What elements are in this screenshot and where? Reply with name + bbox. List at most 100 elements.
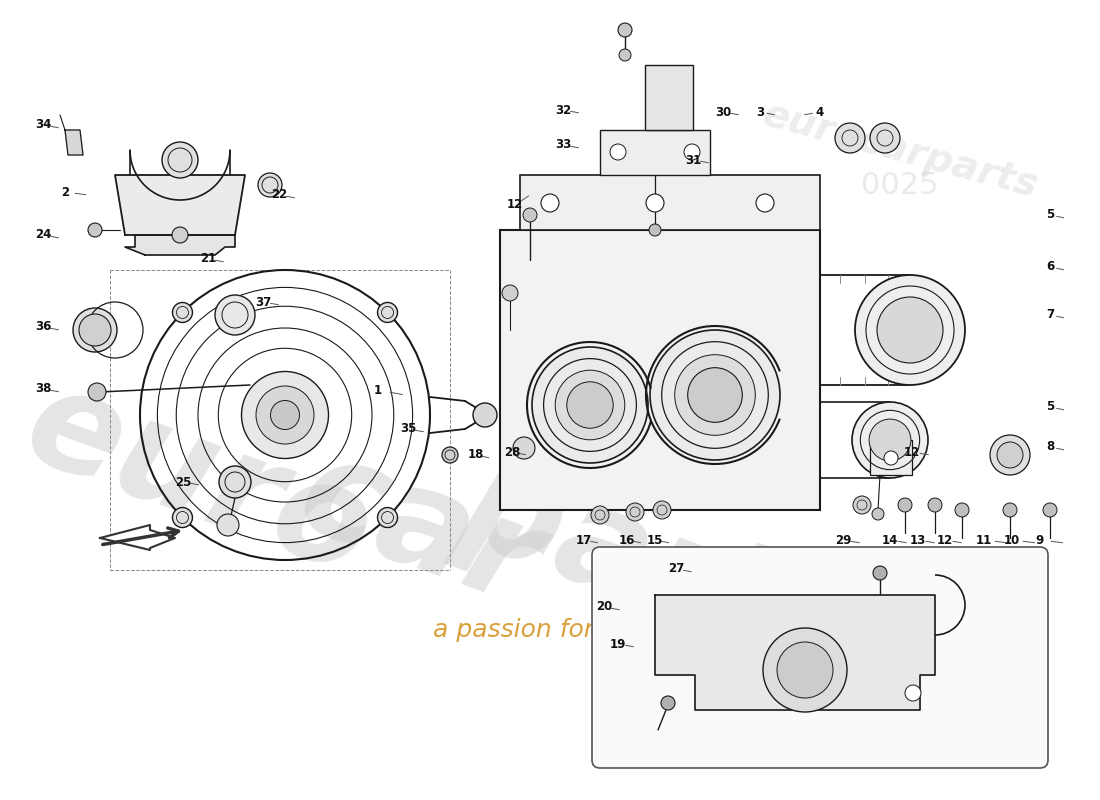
Text: 22: 22 [271,189,287,202]
Circle shape [674,354,756,435]
Text: 24: 24 [35,229,52,242]
Text: a passion for parts: a passion for parts [433,618,667,642]
Text: 10: 10 [1004,534,1020,546]
Text: 3: 3 [756,106,764,118]
Text: 16: 16 [619,534,635,546]
Circle shape [688,368,742,422]
FancyBboxPatch shape [592,547,1048,768]
Circle shape [905,685,921,701]
Polygon shape [654,595,935,710]
Text: 15: 15 [647,534,663,546]
Circle shape [242,371,329,458]
Circle shape [88,223,102,237]
Circle shape [162,142,198,178]
Circle shape [777,642,833,698]
Bar [600,130,710,175]
Circle shape [884,451,898,465]
Circle shape [835,123,865,153]
Circle shape [541,194,559,212]
Text: 17: 17 [576,534,592,546]
Circle shape [873,566,887,580]
Text: 21: 21 [200,253,216,266]
Text: 4: 4 [816,106,824,118]
Text: 7: 7 [1046,309,1054,322]
Circle shape [619,49,631,61]
Text: 6: 6 [1046,261,1054,274]
Circle shape [877,297,943,363]
Text: eurocarparts: eurocarparts [758,95,1042,205]
Text: 19: 19 [609,638,626,650]
Text: car: car [282,425,558,635]
Circle shape [566,382,613,428]
Circle shape [173,302,192,322]
Circle shape [258,173,282,197]
Text: 29: 29 [835,534,851,546]
Text: 30: 30 [715,106,732,118]
Circle shape [872,508,884,520]
Text: 35: 35 [399,422,416,435]
Circle shape [513,437,535,459]
Polygon shape [65,130,82,155]
Text: 11: 11 [976,534,992,546]
Bar [500,230,820,510]
Circle shape [756,194,774,212]
Circle shape [473,403,497,427]
Text: 8: 8 [1046,441,1054,454]
Bar [645,65,693,130]
Circle shape [1003,503,1018,517]
Text: 32: 32 [554,103,571,117]
Text: 12: 12 [937,534,953,546]
Circle shape [522,208,537,222]
Circle shape [852,496,871,514]
Polygon shape [125,235,235,255]
Text: 1: 1 [374,383,382,397]
Text: 12: 12 [507,198,524,211]
Text: 37: 37 [255,295,271,309]
Text: euro: euro [9,355,390,605]
Circle shape [591,506,609,524]
Circle shape [928,498,942,512]
Circle shape [532,347,648,463]
Circle shape [172,227,188,243]
Circle shape [650,330,780,460]
Circle shape [997,442,1023,468]
Circle shape [852,402,928,478]
Circle shape [869,419,911,461]
Circle shape [646,194,664,212]
Circle shape [271,401,299,430]
Text: 9: 9 [1036,534,1044,546]
Text: 28: 28 [504,446,520,458]
Polygon shape [100,525,175,550]
Circle shape [610,144,626,160]
Polygon shape [116,175,245,235]
Circle shape [990,435,1030,475]
Circle shape [556,370,625,440]
Circle shape [763,628,847,712]
Circle shape [653,501,671,519]
Text: 12: 12 [904,446,920,458]
Circle shape [377,302,397,322]
Text: parts: parts [444,436,876,704]
Circle shape [870,123,900,153]
Text: 14: 14 [882,534,899,546]
Circle shape [855,275,965,385]
Circle shape [88,383,106,401]
Circle shape [898,498,912,512]
Circle shape [217,514,239,536]
Circle shape [79,314,111,346]
Circle shape [684,144,700,160]
Circle shape [256,386,314,444]
Circle shape [173,507,192,527]
Text: 36: 36 [35,321,52,334]
Text: 18: 18 [468,449,484,462]
Text: 33: 33 [554,138,571,151]
Text: 5: 5 [1046,401,1054,414]
Circle shape [502,285,518,301]
Circle shape [442,447,458,463]
Text: 2: 2 [60,186,69,198]
Circle shape [626,503,644,521]
Text: 38: 38 [35,382,52,395]
Text: 31: 31 [685,154,701,166]
Circle shape [955,503,969,517]
Circle shape [219,466,251,498]
